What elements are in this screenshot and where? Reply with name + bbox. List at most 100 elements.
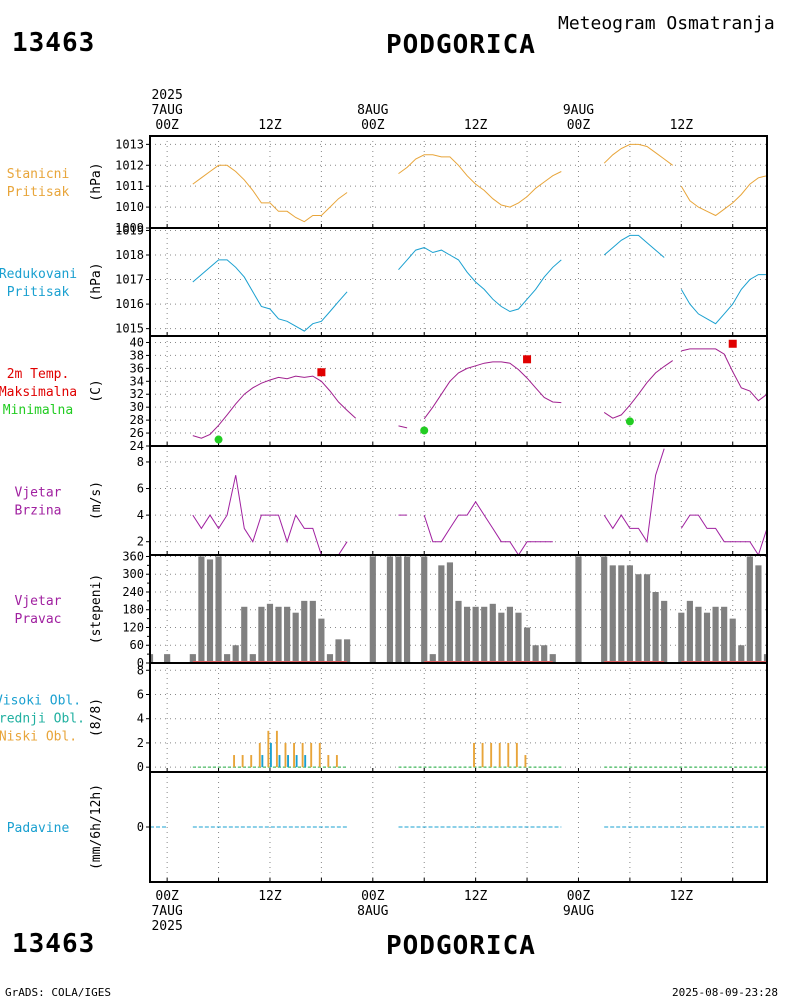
y-tick-label: 36: [130, 361, 144, 375]
panel-station_pressure: 1009 1010 1011 1012 1013 (hPa) Stanicni Pritisa…: [7, 135, 768, 235]
y-tick-label: 32: [130, 387, 144, 401]
panel-data: [192, 730, 767, 768]
low-cloud-bar: [250, 755, 253, 768]
wind-dir-bar: [206, 559, 214, 663]
panel-label: Niski Obl.: [0, 730, 77, 745]
y-tick-label: 6: [137, 687, 144, 701]
panel-frame: [149, 771, 768, 883]
low-cloud-bar: [498, 742, 501, 768]
time-label-top: 00Z: [361, 118, 385, 133]
time-label-bottom: 7AUG: [151, 904, 182, 919]
y-tick-label: 60: [130, 638, 144, 652]
y-tick-label: 40: [130, 335, 144, 349]
y-tick-label: 0: [137, 760, 144, 774]
wind-dir-bar: [198, 556, 205, 663]
y-axis-label: (hPa): [89, 162, 104, 201]
y-axis-label: (C): [89, 379, 104, 402]
series-line-station_pressure: [680, 175, 767, 217]
y-tick-label: 30: [130, 400, 144, 414]
series-line-reduced_pressure: [398, 247, 562, 313]
wind-dir-bar: [472, 606, 479, 663]
wind-dir-bar: [481, 606, 488, 663]
series-line-wind_speed: [192, 475, 348, 555]
y-axis-label: (stepeni): [89, 574, 104, 644]
time-label-top: 8AUG: [357, 103, 388, 118]
y-tick-label: 1017: [115, 273, 144, 287]
y-tick-label: 4: [137, 712, 144, 726]
panel-label: Brzina: [15, 504, 62, 519]
wind-dir-bar: [601, 556, 608, 663]
y-tick-label: 38: [130, 348, 144, 362]
low-cloud-bar: [515, 742, 518, 768]
high-cloud-bar: [269, 742, 272, 768]
y-tick-label: 1015: [115, 322, 144, 336]
y-tick-label: 8: [137, 455, 144, 469]
low-cloud-bar: [507, 742, 510, 768]
wind-dir-bar: [549, 654, 556, 663]
wind-dir-bar: [652, 591, 659, 663]
tmin-marker: [214, 435, 223, 444]
low-cloud-bar: [301, 742, 304, 768]
time-label-bottom: 00Z: [567, 889, 591, 904]
station-id-bottom: 13463: [12, 929, 96, 959]
wind-dir-bar: [403, 556, 411, 663]
wind-dir-bar: [309, 600, 316, 663]
low-cloud-bar: [258, 742, 261, 768]
y-axis-label: (m/s): [89, 481, 104, 520]
footer-generated: 2025-08-09-23:28: [672, 986, 778, 999]
wind-dir-bar: [763, 654, 767, 663]
y-tick-label: 120: [122, 620, 144, 634]
panel-precip: 0 (mm/6h/12h) Padavine: [7, 771, 768, 883]
panel-label: Visoki Obl.: [0, 694, 81, 709]
panel-label: Pravac: [15, 612, 62, 627]
low-cloud-bar: [293, 742, 295, 768]
panel-wind_direction: 0 60 120 180 240 300 360 (stepeni) Vjetar Pravac: [15, 549, 768, 670]
wind-dir-bar: [635, 574, 642, 663]
panel-label: Vjetar: [15, 486, 62, 501]
wind-dir-bar: [292, 612, 299, 663]
wind-dir-bar: [284, 606, 291, 663]
wind-dir-bar: [335, 639, 342, 663]
time-label-top: 7AUG: [151, 103, 182, 118]
panel-reduced_pressure: 1015 1016 1017 1018 1019 (hPa) Redukovani Priti…: [0, 223, 768, 337]
wind-dir-bar: [609, 565, 616, 663]
high-cloud-bar: [261, 755, 264, 768]
y-tick-label: 1012: [115, 158, 144, 172]
y-tick-label: 2: [137, 535, 144, 549]
series-line-station_pressure: [603, 143, 673, 166]
y-tick-label: 1013: [115, 137, 144, 151]
low-cloud-bar: [490, 742, 493, 768]
wind-dir-bar: [703, 612, 711, 663]
station-name-bottom: PODGORICA: [386, 931, 536, 961]
wind-dir-bar: [395, 556, 402, 663]
panel-label: Padavine: [7, 821, 70, 836]
wind-dir-bar: [275, 606, 282, 663]
y-tick-label: 0: [137, 820, 144, 834]
wind-dir-bar: [755, 565, 762, 663]
tmin-marker: [625, 417, 634, 426]
wind-dir-bar: [541, 645, 548, 663]
panel-frame: [149, 135, 768, 229]
series-line-wind_speed: [603, 448, 665, 544]
high-cloud-bar: [278, 755, 281, 768]
time-label-bottom: 2025: [151, 919, 182, 934]
panel-data: [192, 448, 767, 555]
wind-dir-bar: [626, 565, 633, 663]
y-tick-label: 180: [122, 603, 144, 617]
y-tick-label: 28: [130, 413, 144, 427]
time-label-top: 12Z: [258, 118, 282, 133]
panel-clouds: 0 2 4 6 8 (8/8) Visoki Obl. Srednji Obl. Niski O…: [0, 662, 768, 774]
y-tick-label: 1016: [115, 297, 144, 311]
wind-dir-bar: [369, 556, 376, 663]
wind-dir-bar: [686, 600, 693, 663]
panel-wind_speed: 2 4 6 8 (m/s) Vjetar Brzina: [15, 445, 768, 556]
series-line-wind_speed: [423, 500, 553, 555]
wind-dir-bar: [215, 556, 222, 663]
time-label-top: 00Z: [155, 118, 179, 133]
panel-data: [192, 339, 767, 444]
series-line-station_pressure: [398, 154, 562, 208]
y-tick-label: 240: [122, 585, 144, 599]
